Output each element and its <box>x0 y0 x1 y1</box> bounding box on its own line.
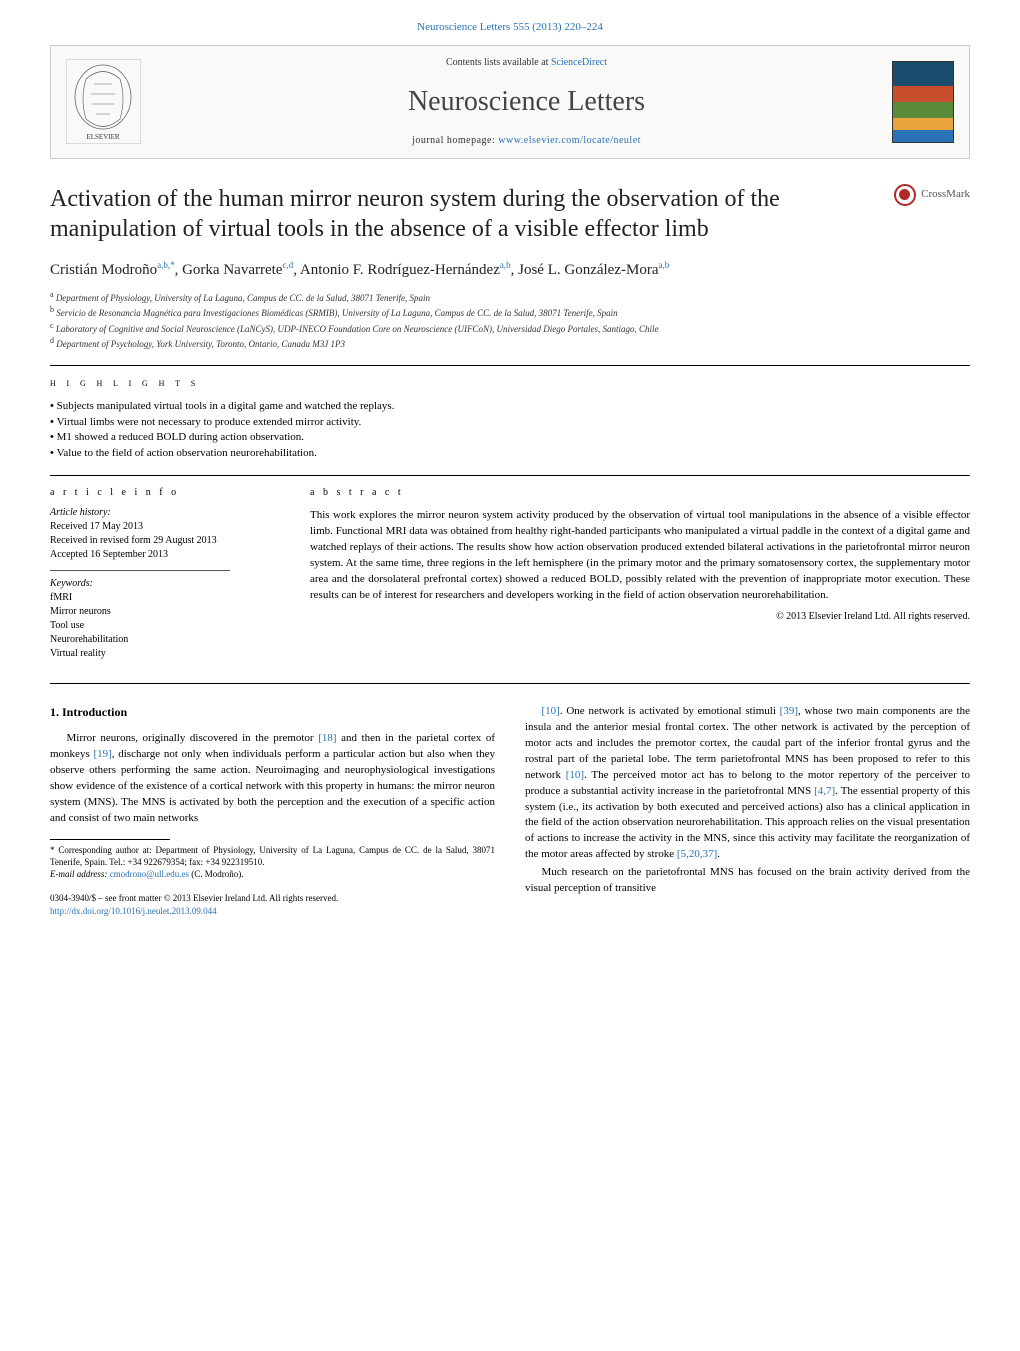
accepted-date: Accepted 16 September 2013 <box>50 549 168 560</box>
intro-heading: 1. Introduction <box>50 704 495 721</box>
citation-link[interactable]: Neuroscience Letters 555 (2013) 220–224 <box>50 20 970 35</box>
keywords: fMRIMirror neuronsTool useNeurorehabilit… <box>50 592 128 659</box>
article-info: a r t i c l e i n f o Article history: R… <box>50 486 280 669</box>
journal-cover-thumbnail <box>892 61 954 143</box>
revised-date: Received in revised form 29 August 2013 <box>50 535 217 546</box>
intro-paragraph-2: [10]. One network is activated by emotio… <box>525 704 970 863</box>
journal-center: Contents lists available at ScienceDirec… <box>161 56 892 147</box>
authors: Cristián Modroñoa,b,*, Gorka Navarretec,… <box>50 259 970 281</box>
abstract-heading: a b s t r a c t <box>310 486 970 500</box>
crossmark-badge[interactable]: CrossMark <box>894 184 970 206</box>
abstract: a b s t r a c t This work explores the m… <box>310 486 970 669</box>
contents-prefix: Contents lists available at <box>446 57 551 68</box>
highlights-list: Subjects manipulated virtual tools in a … <box>50 399 970 461</box>
received-date: Received 17 May 2013 <box>50 521 143 532</box>
email-label: E-mail address: <box>50 869 110 879</box>
corresponding-text: * Corresponding author at: Department of… <box>50 845 495 867</box>
homepage-link[interactable]: www.elsevier.com/locate/neulet <box>498 135 641 146</box>
journal-title: Neuroscience Letters <box>161 82 892 121</box>
intro-paragraph-3: Much research on the parietofrontal MNS … <box>525 865 970 897</box>
highlight-item: M1 showed a reduced BOLD during action o… <box>50 430 970 445</box>
corresponding-author-footnote: * Corresponding author at: Department of… <box>50 844 495 880</box>
homepage-prefix: journal homepage: <box>412 135 498 146</box>
crossmark-label: CrossMark <box>921 187 970 202</box>
email-suffix: (C. Modroño). <box>189 869 244 879</box>
footer-info: 0304-3940/$ – see front matter © 2013 El… <box>50 892 495 918</box>
highlights-heading: h i g h l i g h t s <box>50 376 970 391</box>
body-column-left: 1. Introduction Mirror neurons, original… <box>50 704 495 919</box>
elsevier-logo: ELSEVIER <box>66 59 141 144</box>
keywords-label: Keywords: <box>50 578 93 589</box>
affiliations: a Department of Physiology, University o… <box>50 289 970 351</box>
divider <box>50 683 970 684</box>
article-title: Activation of the human mirror neuron sy… <box>50 184 879 244</box>
crossmark-icon <box>894 184 916 206</box>
copyright: © 2013 Elsevier Ireland Ltd. All rights … <box>310 610 970 624</box>
divider <box>50 365 970 366</box>
body-column-right: [10]. One network is activated by emotio… <box>525 704 970 919</box>
sciencedirect-link[interactable]: ScienceDirect <box>551 57 607 68</box>
abstract-text: This work explores the mirror neuron sys… <box>310 508 970 604</box>
highlight-item: Value to the field of action observation… <box>50 446 970 461</box>
journal-homepage: journal homepage: www.elsevier.com/locat… <box>161 134 892 148</box>
highlight-item: Subjects manipulated virtual tools in a … <box>50 399 970 414</box>
intro-paragraph-1: Mirror neurons, originally discovered in… <box>50 731 495 827</box>
article-info-heading: a r t i c l e i n f o <box>50 486 280 500</box>
journal-header: ELSEVIER Contents lists available at Sci… <box>50 45 970 158</box>
svg-text:ELSEVIER: ELSEVIER <box>86 133 119 141</box>
history-label: Article history: <box>50 507 111 518</box>
issn-line: 0304-3940/$ – see front matter © 2013 El… <box>50 893 338 903</box>
highlight-item: Virtual limbs were not necessary to prod… <box>50 415 970 430</box>
contents-line: Contents lists available at ScienceDirec… <box>161 56 892 70</box>
doi-link[interactable]: http://dx.doi.org/10.1016/j.neulet.2013.… <box>50 906 217 916</box>
divider <box>50 475 970 476</box>
email-link[interactable]: cmodrono@ull.edu.es <box>110 869 189 879</box>
